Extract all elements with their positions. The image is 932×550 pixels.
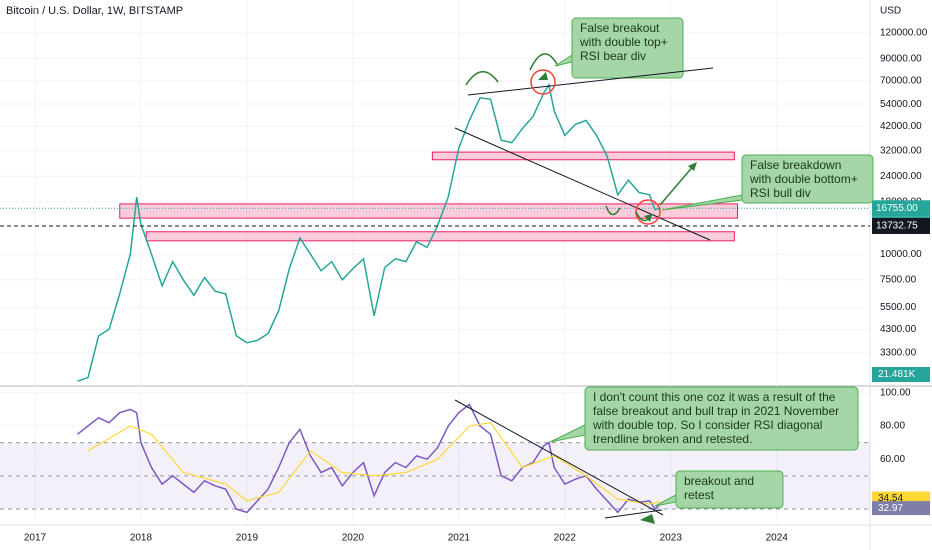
price-label: 13732.75	[876, 221, 918, 232]
callout-text: I don't count this one coz it was a resu…	[593, 390, 836, 404]
callout-pointer	[661, 194, 743, 211]
arrow-head	[688, 162, 697, 171]
y-tick-label: 60.00	[880, 454, 905, 465]
callout-box	[675, 470, 784, 509]
x-tick-label: 2022	[554, 533, 577, 544]
callout-text: retest	[684, 488, 715, 502]
x-tick-label: 2021	[448, 533, 471, 544]
callout-text: RSI bear div	[580, 49, 646, 63]
zone	[119, 203, 739, 219]
trendline	[454, 127, 711, 241]
marker	[640, 514, 655, 524]
callout-text: False breakdown	[750, 158, 841, 172]
volume-label: 21.481K	[878, 369, 916, 380]
y-tick-label: 80.00	[880, 421, 905, 432]
ma-line	[87, 422, 661, 505]
rsi-label: 32.97	[878, 503, 903, 514]
callout-text: trendline broken and retested.	[593, 432, 752, 446]
top-arc	[465, 71, 499, 86]
y-tick-label: 70000.00	[880, 76, 922, 87]
trendline	[467, 67, 714, 96]
zone	[431, 151, 735, 161]
callout-pointer	[654, 494, 677, 507]
price-line	[76, 403, 661, 514]
y-tick-label: 7500.00	[880, 274, 917, 285]
callout-text: with double bottom+	[749, 172, 858, 186]
y-tick-label: 120000.00	[880, 28, 928, 39]
y-tick-label: 32000.00	[880, 145, 922, 156]
x-tick-label: 2024	[766, 533, 789, 544]
x-tick-label: 2020	[342, 533, 365, 544]
zone	[145, 231, 735, 242]
x-tick-label: 2019	[236, 533, 259, 544]
y-tick-label: 100.00	[880, 387, 911, 398]
callout-text: false breakout and bull trap in 2021 Nov…	[593, 404, 839, 418]
x-tick-label: 2023	[660, 533, 683, 544]
callout-text: with double top. So I consider RSI diago…	[592, 418, 822, 432]
price-line	[77, 82, 661, 382]
y-tick-label: 4300.00	[880, 324, 917, 335]
callout-text: breakout and	[684, 474, 754, 488]
bottom-arc	[605, 205, 621, 216]
callout-text: RSI bull div	[750, 186, 811, 200]
x-tick-label: 2018	[130, 533, 153, 544]
rsi-label: 34.54	[878, 493, 903, 504]
y-tick-label: 5500.00	[880, 302, 917, 313]
price-label-box	[872, 200, 930, 217]
y-tick-label: 90000.00	[880, 53, 922, 64]
rsi-label-box	[872, 501, 930, 516]
marker	[538, 72, 548, 80]
top-arc	[529, 53, 559, 71]
callout-box	[571, 17, 684, 79]
y-axis-label: USD	[880, 6, 901, 17]
price-label-box	[872, 217, 930, 234]
x-tick-label: 2017	[24, 533, 47, 544]
callout-text: with double top+	[579, 35, 668, 49]
y-tick-label: 42000.00	[880, 121, 922, 132]
rsi-trendline	[454, 399, 664, 516]
y-tick-label: 24000.00	[880, 171, 922, 182]
callout-pointer	[554, 54, 573, 67]
arrow	[659, 163, 696, 206]
callout-box	[741, 154, 874, 204]
highlight-circle	[530, 69, 556, 95]
callout-pointer	[549, 424, 586, 443]
volume-label-box	[872, 367, 930, 382]
y-tick-label: 10000.00	[880, 249, 922, 260]
rsi-trendline	[604, 509, 663, 519]
drawings	[454, 53, 743, 524]
marker	[644, 214, 652, 222]
chart-title: Bitcoin / U.S. Dollar, 1W, BITSTAMP	[6, 5, 183, 17]
y-tick-label: 3300.00	[880, 348, 917, 359]
callout-box	[584, 386, 859, 451]
price-label: 16755.00	[876, 203, 918, 214]
callout-text: False breakout	[580, 21, 660, 35]
y-tick-label: 54000.00	[880, 99, 922, 110]
